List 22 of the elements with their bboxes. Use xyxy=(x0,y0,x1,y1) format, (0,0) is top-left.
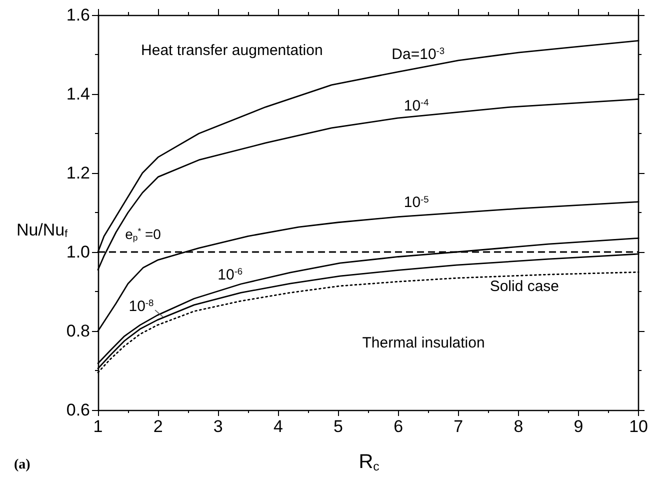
y-axis-title: Nu/Nuf xyxy=(16,220,68,240)
y-tick-label: 0.8 xyxy=(66,322,90,340)
series-label: Solid case xyxy=(490,278,560,295)
y-tick-label: 1.2 xyxy=(66,164,90,182)
x-tick-label: 2 xyxy=(153,417,163,436)
annotation: Thermal insulation xyxy=(362,334,485,352)
x-tick-label: 1 xyxy=(93,417,103,436)
annotation: Heat transfer augmentation xyxy=(141,42,323,60)
x-tick-label: 9 xyxy=(574,417,584,436)
text: (a) xyxy=(14,458,31,472)
x-tick-label: 7 xyxy=(454,417,464,436)
y-tick-label: 1.6 xyxy=(66,6,90,24)
x-tick-label: 4 xyxy=(273,417,283,436)
x-tick-label: 5 xyxy=(334,417,343,436)
x-tick-label: 10 xyxy=(629,417,648,436)
y-tick-label: 1.4 xyxy=(66,84,90,104)
x-tick-label: 6 xyxy=(394,417,404,436)
y-tick-label: 1.0 xyxy=(66,242,90,262)
x-tick-label: 8 xyxy=(514,417,524,436)
x-tick-label: 3 xyxy=(213,417,223,436)
annotation: ep* =0 xyxy=(125,226,162,242)
y-tick-label: 0.6 xyxy=(66,400,90,420)
